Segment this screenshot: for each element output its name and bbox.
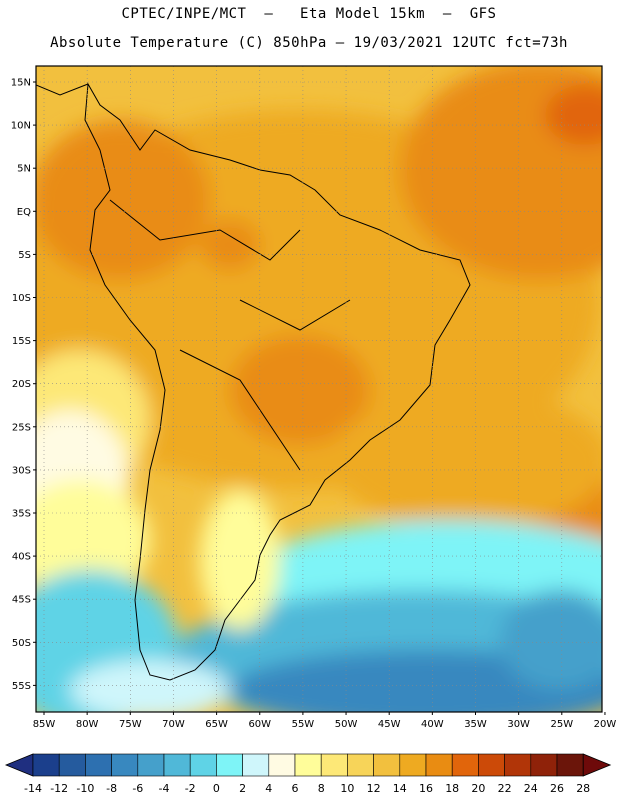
colorbar-tick-label: 18 <box>445 782 459 795</box>
colorbar-swatch <box>451 753 479 777</box>
colorbar-swatch <box>399 753 427 777</box>
map-frame <box>35 65 603 713</box>
lon-label: 75W <box>119 719 142 730</box>
lon-label: 35W <box>464 719 487 730</box>
lat-label: EQ <box>17 207 31 218</box>
lat-label: 10S <box>12 293 31 304</box>
colorbar-tick-label: 28 <box>576 782 590 795</box>
lon-label: 70W <box>162 719 185 730</box>
colorbar-tick-label: -12 <box>50 782 68 795</box>
lat-label: 55S <box>12 681 31 692</box>
colorbar-tick-label: 10 <box>340 782 354 795</box>
colorbar-swatch <box>32 753 60 777</box>
lon-label: 20W <box>594 719 617 730</box>
colorbar-tick-label: -4 <box>159 782 170 795</box>
lat-label: 25S <box>12 422 31 433</box>
lat-label: 30S <box>12 465 31 476</box>
lat-label: 40S <box>12 552 31 563</box>
lat-label: 5N <box>17 164 31 175</box>
lat-label: 35S <box>12 509 31 520</box>
title-line-1: CPTEC/INPE/MCT – Eta Model 15km – GFS <box>121 6 497 22</box>
colorbar-swatch <box>320 753 348 777</box>
colorbar-tick-label: 12 <box>367 782 381 795</box>
lat-label: 5S <box>18 250 31 261</box>
colorbar-tick-label: 0 <box>213 782 220 795</box>
colorbar-tick-label: 20 <box>471 782 485 795</box>
colorbar-swatch <box>242 753 270 777</box>
colorbar-swatch <box>294 753 322 777</box>
colorbar-swatch <box>268 753 296 777</box>
lat-label: 15S <box>12 336 31 347</box>
lon-label: 55W <box>292 719 315 730</box>
colorbar-swatch <box>189 753 217 777</box>
lat-label: 20S <box>12 379 31 390</box>
colorbar-tick-label: 16 <box>419 782 433 795</box>
title-line-2: Absolute Temperature (C) 850hPa – 19/03/… <box>50 35 568 51</box>
colorbar-tick-label: -2 <box>185 782 196 795</box>
colorbar-min-arrow <box>4 753 34 777</box>
colorbar-tick-label: -14 <box>24 782 42 795</box>
longitude-axis: 85W 80W 75W 70W 65W 60W 55W 50W 45W 40W 35W 30W 25W 2… <box>33 712 617 730</box>
colorbar-swatch <box>216 753 243 777</box>
latitude-axis: 15N 10N 5N EQ 5S 10S 15S 20S 25S 30S 35S 40S 45S 50S 5… <box>11 78 36 692</box>
colorbar-swatch <box>425 753 453 777</box>
colorbar-swatch <box>163 753 191 777</box>
lat-label: 15N <box>11 78 31 89</box>
lon-label: 40W <box>421 719 444 730</box>
lon-label: 80W <box>76 719 99 730</box>
colorbar-tick-label: -10 <box>76 782 94 795</box>
colorbar-tick-label: 4 <box>265 782 272 795</box>
colorbar-tick-label: 2 <box>239 782 246 795</box>
colorbar-tick-label: 6 <box>292 782 299 795</box>
colorbar-swatch <box>347 753 374 777</box>
colorbar-tick-label: -8 <box>106 782 117 795</box>
colorbar-swatch <box>556 753 584 777</box>
colorbar-swatch <box>373 753 401 777</box>
lon-label: 85W <box>33 719 56 730</box>
lon-label: 50W <box>335 719 358 730</box>
colorbar-swatch <box>111 753 139 777</box>
colorbar-tick-label: 8 <box>318 782 325 795</box>
lat-label: 10N <box>11 121 31 132</box>
colorbar-swatch <box>478 753 505 777</box>
lon-label: 60W <box>248 719 271 730</box>
colorbar: -14 -12 -10 -8 -6 -4 -2 0 2 4 6 8 10 12 14 16 18 20 22 24 26… <box>4 753 612 795</box>
colorbar-tick-label: 22 <box>498 782 512 795</box>
colorbar-tick-label: -6 <box>132 782 143 795</box>
colorbar-swatch <box>504 753 532 777</box>
colorbar-swatch <box>137 753 165 777</box>
lat-label: 50S <box>12 638 31 649</box>
colorbar-max-arrow <box>582 753 612 777</box>
temperature-field <box>36 66 602 712</box>
colorbar-swatch <box>58 753 86 777</box>
colorbar-tick-label: 24 <box>524 782 538 795</box>
colorbar-tick-label: 26 <box>550 782 564 795</box>
lon-label: 30W <box>507 719 530 730</box>
lat-label: 45S <box>12 595 31 606</box>
lon-label: 65W <box>205 719 228 730</box>
colorbar-swatch <box>530 753 558 777</box>
colorbar-tick-label: 14 <box>393 782 407 795</box>
colorbar-swatch <box>85 753 112 777</box>
lon-label: 25W <box>550 719 573 730</box>
lon-label: 45W <box>378 719 401 730</box>
